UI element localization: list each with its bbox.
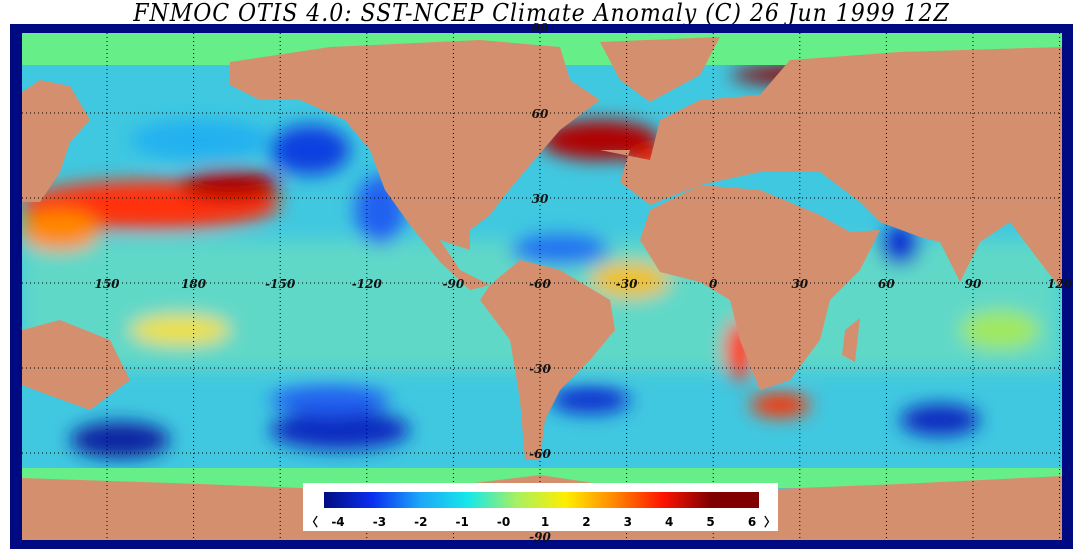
colorbar-gradient <box>324 492 759 508</box>
longitude-label: 150 <box>94 277 120 291</box>
africa <box>640 185 880 390</box>
colorbar: 〈 〉 -4 -3 -2 -1 -0 1 2 3 4 5 6 <box>303 483 778 531</box>
colorbar-tick-label: -2 <box>414 515 427 529</box>
anomaly-field <box>22 63 1062 458</box>
longitude-label: -150 <box>265 277 296 291</box>
colorbar-tick-label: 6 <box>748 515 756 529</box>
longitude-label: -120 <box>352 277 383 291</box>
longitude-label: 180 <box>181 277 207 291</box>
colorbar-tick-label: -4 <box>331 515 344 529</box>
longitude-label: 0 <box>709 277 718 291</box>
longitude-labels: 150 180 -150 -120 -90 -60 -30 0 30 60 90 120 <box>94 277 1072 291</box>
latitude-label: 60 <box>532 107 549 121</box>
longitude-label: -60 <box>529 277 551 291</box>
latitude-label: -30 <box>529 362 551 376</box>
greenland <box>600 37 720 102</box>
colorbar-under-symbol: 〈 <box>306 514 318 529</box>
map-title: FNMOC OTIS 4.0: SST-NCEP Climate Anomaly… <box>133 0 950 27</box>
colorbar-tick-label: 5 <box>706 515 714 529</box>
latitude-label: -60 <box>529 447 551 461</box>
colorbar-tick-label: 2 <box>582 515 590 529</box>
south-america <box>480 260 615 460</box>
longitude-label: -30 <box>616 277 638 291</box>
graticule <box>22 33 1062 540</box>
north-america <box>230 40 600 290</box>
colorbar-tick-label: -3 <box>373 515 386 529</box>
east-asia <box>22 80 90 202</box>
longitude-label: 90 <box>965 277 982 291</box>
longitude-label: 30 <box>791 277 808 291</box>
latitude-labels: 90 60 30 -30 -60 -90 <box>529 21 551 544</box>
australia <box>22 320 130 410</box>
colorbar-tick-label: 1 <box>541 515 549 529</box>
colorbar-over-symbol: 〉 <box>764 514 776 529</box>
colorbar-tick-label: -0 <box>497 515 510 529</box>
latitude-label: -90 <box>529 530 551 544</box>
longitude-label: 60 <box>878 277 895 291</box>
madagascar <box>842 318 860 362</box>
latitude-label: 30 <box>532 192 549 206</box>
colorbar-tick-label: 3 <box>624 515 632 529</box>
longitude-label: -90 <box>443 277 465 291</box>
latitude-label: 90 <box>532 21 549 35</box>
colorbar-tick-label: 4 <box>665 515 673 529</box>
eurasia <box>600 47 1062 290</box>
colorbar-tick-label: -1 <box>456 515 469 529</box>
longitude-label: 120 <box>1047 277 1073 291</box>
